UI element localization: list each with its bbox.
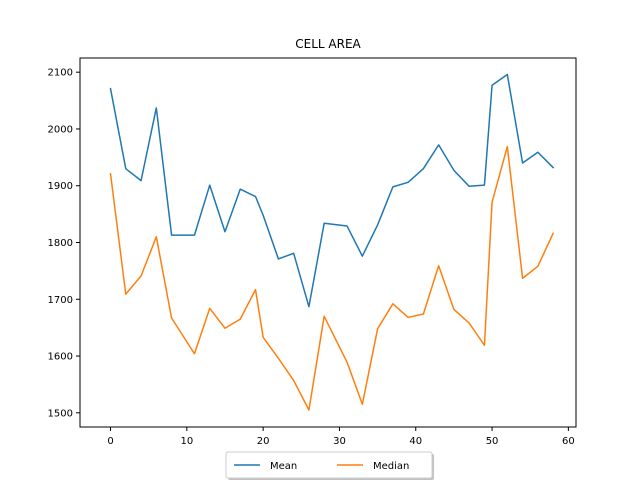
y-tick-label: 1500 [48,408,73,419]
x-tick-label: 60 [562,436,575,447]
y-tick-label: 1600 [48,352,73,363]
series-line-mean [109,73,555,308]
legend-label-median: Median [373,461,409,472]
y-tick-label: 1800 [48,238,73,249]
legend-label-mean: Mean [270,461,297,472]
x-tick-label: 30 [333,436,346,447]
series-line-median [109,145,555,411]
x-tick-label: 40 [409,436,422,447]
x-tick-label: 50 [486,436,499,447]
x-tick-label: 0 [107,436,113,447]
y-tick-label: 2000 [48,124,73,135]
y-tick-label: 2100 [48,68,73,79]
y-tick-label: 1700 [48,295,73,306]
x-tick-label: 10 [180,436,193,447]
y-tick-label: 1900 [48,181,73,192]
legend: Mean Median [225,451,434,480]
plot-area: 0 10 20 30 40 50 60 1500 1600 1700 1800 1900 2000 210… [48,57,577,447]
x-tick-label: 20 [257,436,270,447]
chart-title: CELL AREA [295,37,361,51]
legend-box [225,451,433,479]
